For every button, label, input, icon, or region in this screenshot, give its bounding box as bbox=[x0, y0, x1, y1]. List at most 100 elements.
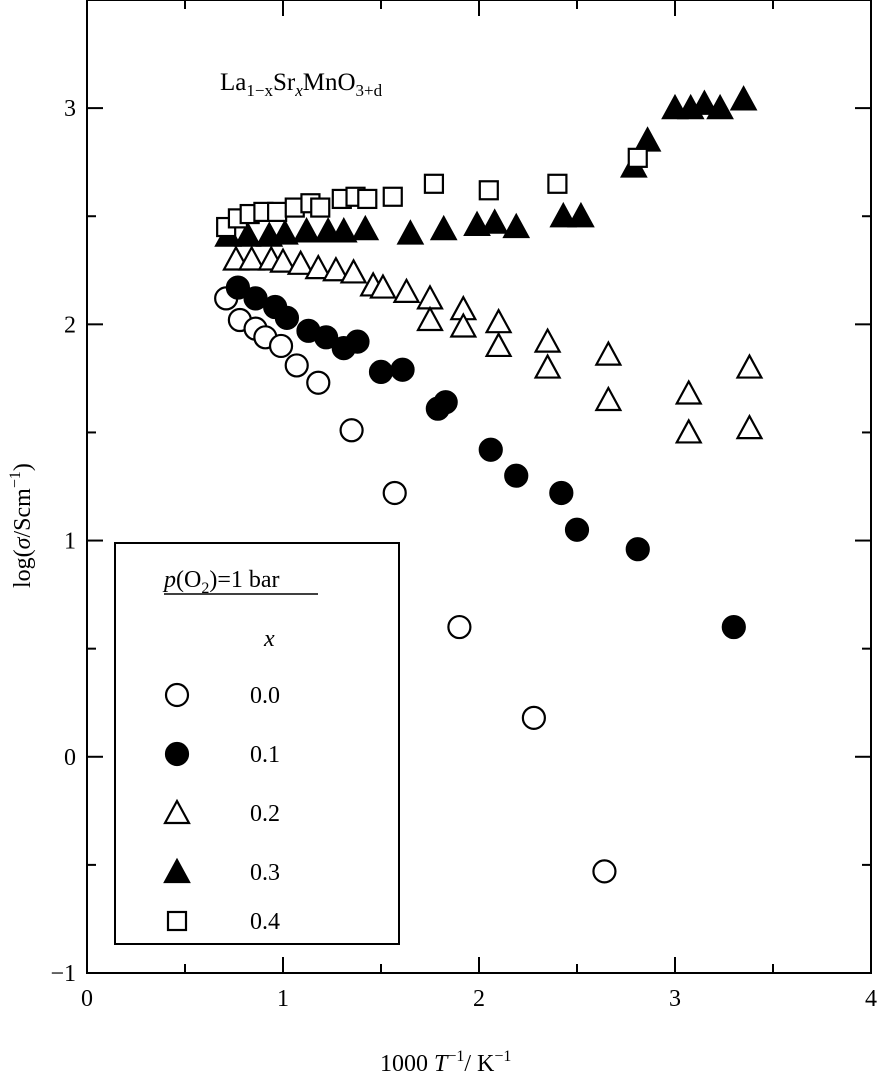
data-point bbox=[382, 480, 407, 506]
data-point bbox=[233, 221, 262, 247]
y-tick-label: −1 bbox=[50, 961, 76, 987]
data-point bbox=[390, 357, 415, 382]
data-point bbox=[478, 437, 503, 462]
data-point bbox=[674, 418, 703, 444]
data-point bbox=[284, 353, 309, 378]
data-point bbox=[549, 201, 578, 228]
data-point bbox=[627, 147, 648, 168]
data-point bbox=[674, 379, 703, 405]
legend-label: 0.1 bbox=[250, 742, 280, 768]
data-point bbox=[484, 331, 513, 358]
legend-marker bbox=[164, 682, 190, 708]
data-point bbox=[478, 180, 499, 201]
data-point bbox=[449, 312, 478, 338]
series-x-0-2 bbox=[222, 245, 764, 444]
data-point bbox=[480, 208, 509, 234]
series-x-0-4 bbox=[216, 147, 648, 238]
legend-marker bbox=[163, 857, 191, 884]
data-point bbox=[549, 480, 574, 506]
x-axis-label: 1000 T−1/ K−1 bbox=[380, 1048, 511, 1077]
data-point bbox=[521, 705, 546, 730]
data-point bbox=[339, 418, 364, 443]
data-point bbox=[392, 277, 421, 303]
data-point bbox=[237, 245, 266, 271]
y-tick-label: 3 bbox=[64, 96, 76, 122]
legend-label: 0.4 bbox=[250, 909, 280, 935]
data-point bbox=[243, 286, 268, 311]
data-point bbox=[329, 217, 358, 243]
series-x-0-3 bbox=[214, 85, 758, 247]
legend-label: 0.3 bbox=[250, 860, 280, 886]
data-point bbox=[369, 273, 397, 299]
data-point bbox=[310, 197, 331, 218]
axis-ticks bbox=[86, 0, 872, 974]
data-point bbox=[706, 93, 734, 120]
data-point bbox=[339, 258, 368, 284]
data-point bbox=[416, 305, 444, 332]
data-point bbox=[433, 390, 458, 415]
legend-marker bbox=[163, 798, 191, 825]
series-x-0-0 bbox=[214, 286, 617, 884]
legend-marker bbox=[166, 910, 188, 932]
x-tick-label: 1 bbox=[277, 986, 289, 1012]
chart-title: La1−xSrxMnO3+d bbox=[220, 69, 383, 100]
data-point bbox=[306, 370, 331, 395]
data-point bbox=[504, 463, 529, 488]
x-tick-label: 0 bbox=[81, 986, 93, 1012]
y-tick-label: 2 bbox=[64, 312, 76, 338]
legend-box bbox=[114, 542, 400, 945]
legend-column-label: x bbox=[263, 626, 275, 652]
data-point bbox=[357, 188, 378, 210]
data-point bbox=[274, 305, 300, 330]
y-axis-label: log(σ/Scm−1) bbox=[7, 463, 36, 588]
data-point bbox=[625, 537, 650, 562]
data-point bbox=[547, 173, 568, 194]
data-point bbox=[567, 201, 595, 228]
data-point bbox=[292, 217, 321, 243]
data-point bbox=[564, 517, 590, 542]
data-point bbox=[345, 329, 370, 354]
legend-marker bbox=[164, 741, 190, 767]
data-point bbox=[351, 214, 380, 241]
legend: p(O2)=1 bar x 0.0 0.1 0.2 0.3 0.4 bbox=[114, 542, 400, 945]
data-point bbox=[304, 253, 333, 280]
data-point bbox=[268, 333, 294, 359]
series-x-0-1 bbox=[225, 275, 746, 640]
data-point bbox=[502, 212, 531, 239]
data-point bbox=[533, 353, 562, 379]
data-point bbox=[729, 85, 758, 111]
data-point bbox=[267, 201, 288, 222]
data-point bbox=[735, 353, 764, 379]
data-point bbox=[447, 614, 472, 640]
data-point bbox=[735, 413, 764, 440]
data-point bbox=[721, 614, 746, 640]
legend-header: p(O2)=1 bar bbox=[162, 567, 280, 597]
data-point bbox=[269, 247, 297, 273]
legend-entries: 0.0 0.1 0.2 0.3 0.4 bbox=[163, 682, 280, 935]
data-point bbox=[286, 249, 315, 275]
data-point bbox=[429, 214, 458, 241]
data-point bbox=[592, 859, 617, 884]
data-point bbox=[322, 255, 350, 282]
y-tick-label: 1 bbox=[64, 529, 76, 555]
y-tick-label: 0 bbox=[64, 745, 76, 771]
data-point bbox=[533, 327, 562, 353]
data-points bbox=[214, 85, 764, 884]
x-tick-label: 2 bbox=[473, 986, 485, 1012]
data-point bbox=[368, 359, 394, 385]
data-point bbox=[690, 89, 719, 115]
data-point bbox=[225, 275, 251, 300]
data-point bbox=[396, 219, 425, 245]
legend-label: 0.0 bbox=[250, 683, 280, 709]
data-point bbox=[271, 219, 299, 245]
legend-label: 0.2 bbox=[250, 801, 280, 827]
x-tick-label: 4 bbox=[865, 986, 877, 1012]
data-point bbox=[423, 173, 445, 194]
data-point bbox=[314, 325, 339, 350]
data-point bbox=[382, 186, 403, 207]
data-point bbox=[594, 340, 623, 366]
x-tick-label: 3 bbox=[669, 986, 681, 1012]
data-point bbox=[594, 385, 623, 412]
